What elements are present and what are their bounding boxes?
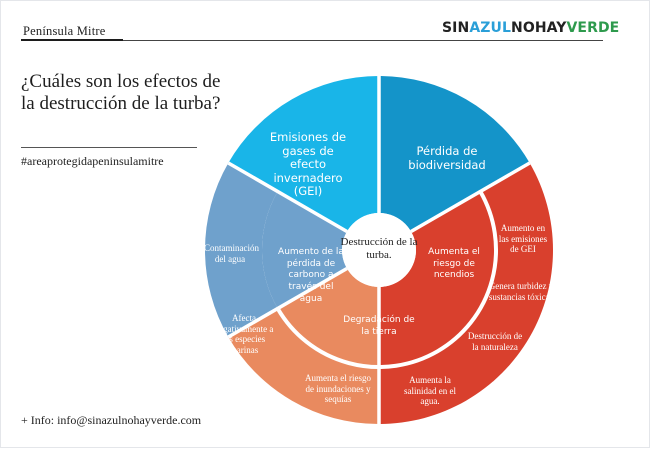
segment-fire-risk [379,191,497,367]
segment-divider [410,161,531,234]
segment-label-land-degradation: Degradación de la tierra [343,315,415,337]
segment-ghg-emissions [228,76,379,232]
segment-label-salinity: Aumenta la salinidad en el agua. [404,375,456,407]
segment-label-ghg-emissions: Emisiones de gases de efecto invernadero… [269,130,347,199]
segment-biodiversity-loss [379,76,530,232]
segment-label-floods-droughts: Aumenta el riesgo de inundaciones y sequ… [305,373,371,405]
question-heading: ¿Cuáles son los efectos de la destrucció… [21,71,221,114]
center-circle [342,213,416,287]
brand-part-3: NOHAY [511,20,567,36]
header-rule [123,39,603,41]
segment-land-degradation [277,268,379,367]
segment-label-carbon-loss: Aumento de la pérdida de carbono a travé… [278,247,344,304]
segment-label-fire-risk: Aumenta el riesgo de ncendios [428,247,480,281]
center-label: Destrucción de la turba. [340,236,418,261]
ring-land-effects [228,308,379,424]
brand-part-1: SIN [442,20,470,36]
brand-part-4: VERDE [566,20,620,36]
wheel-dividers [227,76,531,424]
segment-label-ghg-increase: Aumento en las emisiones de GEI [498,223,548,255]
segment-divider [227,161,348,234]
hashtag: #areaprotegidapeninsulamitre [21,154,164,168]
segment-divider [227,266,348,339]
wheel-segments [205,76,553,424]
header-rule-thick [21,39,123,41]
brand-logo: SINAZULNOHAYVERDE [442,20,619,36]
header-title: Península Mitre [23,24,106,38]
segment-label-water-contamination: Contaminación del agua [204,243,259,264]
ring-carbon-effects [205,163,278,337]
segment-label-biodiversity-loss: Pérdida de biodiversidad [408,144,486,172]
brand-part-2: AZUL [469,20,511,36]
segment-label-nature-destruction: Destrucción de la naturaleza [467,331,523,352]
segment-label-turbidity: Genera turbidez y sustancias tóxicas [488,281,554,302]
ring-divider [275,190,498,369]
footer-contact: + Info: info@sinazulnohayverde.com [21,413,202,427]
question-rule [21,147,197,148]
segment-label-marine-species: Afecta negativamente a las especies mari… [214,313,274,355]
